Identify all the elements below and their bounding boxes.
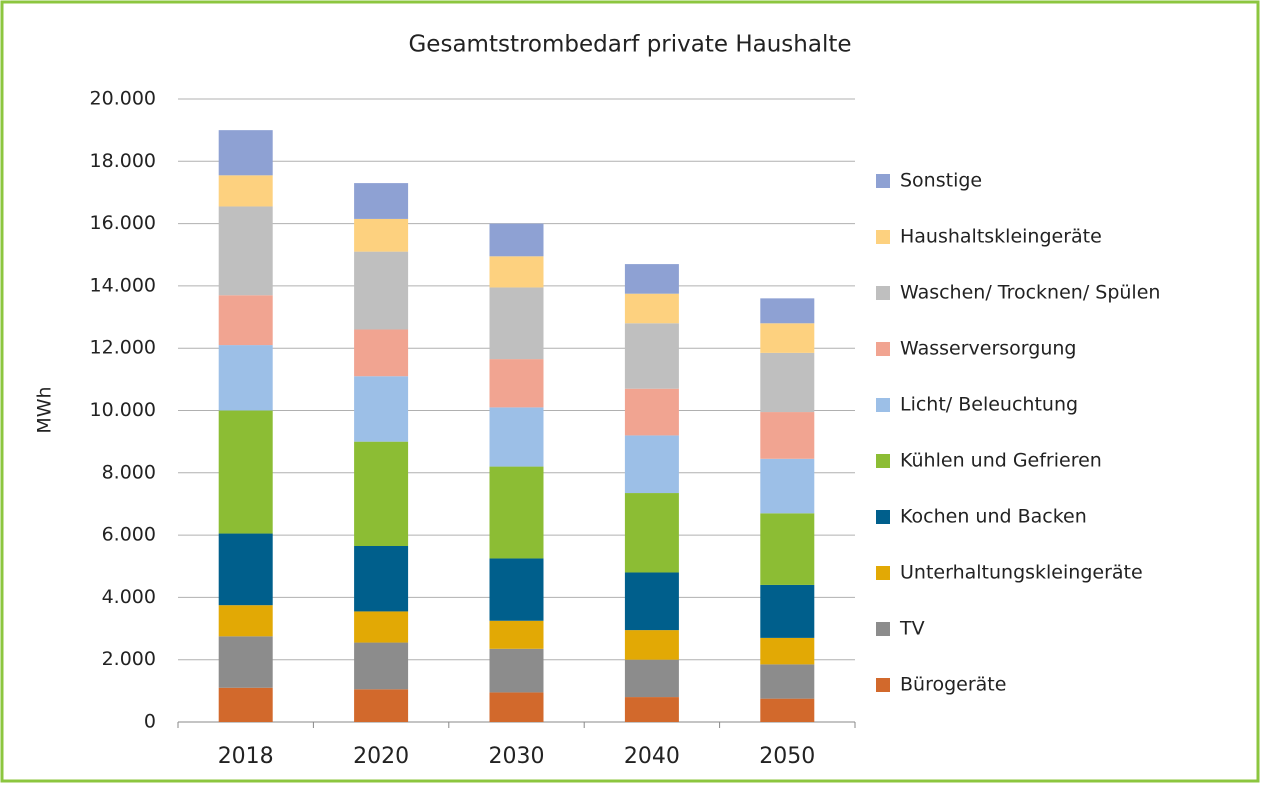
bar-segment	[218, 636, 273, 688]
y-tick-label: 2.000	[102, 648, 156, 670]
legend-swatch	[876, 622, 890, 636]
bar-segment	[489, 620, 544, 649]
y-tick-label: 18.000	[90, 150, 156, 172]
legend-swatch	[876, 678, 890, 692]
bar-segment	[354, 642, 409, 690]
legend-label: Kochen und Backen	[900, 506, 1087, 528]
bar-segment	[489, 359, 544, 408]
y-tick-label: 14.000	[90, 274, 156, 296]
bar-segment	[218, 130, 273, 176]
bar-segment	[760, 298, 815, 324]
bar-segment	[760, 458, 815, 514]
bar-segment	[760, 513, 815, 585]
bar-segment	[489, 648, 544, 693]
bar-segment	[218, 295, 273, 346]
bar-segment	[489, 223, 544, 257]
bar-segment	[624, 630, 679, 660]
legend-swatch	[876, 454, 890, 468]
legend-swatch	[876, 230, 890, 244]
bar-segment	[354, 218, 409, 252]
x-tick-label: 2018	[218, 744, 274, 769]
legend-swatch	[876, 566, 890, 580]
legend-swatch	[876, 286, 890, 300]
bar-segment	[354, 611, 409, 643]
y-tick-label: 6.000	[102, 524, 156, 546]
legend-label: Sonstige	[900, 170, 982, 192]
bar-segment	[354, 546, 409, 612]
y-tick-label: 4.000	[102, 586, 156, 608]
y-tick-label: 12.000	[90, 337, 156, 359]
y-tick-label: 20.000	[90, 88, 156, 110]
bar-segment	[489, 407, 544, 467]
y-tick-label: 10.000	[90, 399, 156, 421]
bar-segment	[760, 352, 815, 413]
bar-segment	[489, 692, 544, 722]
bar-segment	[760, 698, 815, 722]
bar-segment	[624, 572, 679, 631]
bar-segment	[354, 441, 409, 547]
legend-label: Wasserversorgung	[900, 338, 1076, 360]
legend-swatch	[876, 398, 890, 412]
bar-segment	[218, 345, 273, 411]
x-tick-label: 2020	[353, 744, 409, 769]
legend-swatch	[876, 342, 890, 356]
x-tick-label: 2050	[759, 744, 815, 769]
bar-segment	[354, 251, 409, 330]
legend-label: Unterhaltungskleingeräte	[900, 562, 1143, 584]
bar-segment	[760, 637, 815, 665]
legend-label: Haushaltskleingeräte	[900, 226, 1102, 248]
bar-segment	[624, 435, 679, 494]
bar-segment	[218, 206, 273, 296]
legend-label: Licht/ Beleuchtung	[900, 394, 1078, 416]
bar-segment	[624, 293, 679, 324]
legend-swatch	[876, 174, 890, 188]
y-tick-label: 8.000	[102, 461, 156, 483]
bar-segment	[760, 584, 815, 638]
bar-segment	[624, 659, 679, 698]
bar-segment	[354, 183, 409, 219]
y-tick-label: 16.000	[90, 212, 156, 234]
bar-segment	[218, 687, 273, 722]
bar-segment	[354, 376, 409, 442]
bar-segment	[489, 558, 544, 621]
legend-label: Bürogeräte	[900, 674, 1006, 696]
bar-segment	[760, 323, 815, 353]
legend-swatch	[876, 510, 890, 524]
bar-segment	[624, 697, 679, 722]
legend-label: Kühlen und Gefrieren	[900, 450, 1102, 472]
x-tick-label: 2040	[624, 744, 680, 769]
bar-segment	[489, 466, 544, 559]
bar-segment	[624, 323, 679, 389]
y-axis-label: MWh	[34, 386, 56, 433]
bar-segment	[218, 175, 273, 207]
legend-label: TV	[899, 618, 925, 640]
bar-segment	[489, 256, 544, 288]
bar-segment	[760, 412, 815, 459]
bar-segment	[624, 493, 679, 573]
bar-segment	[354, 689, 409, 722]
chart-title: Gesamtstrombedarf private Haushalte	[408, 32, 851, 58]
x-tick-label: 2030	[489, 744, 545, 769]
legend-label: Waschen/ Trocknen/ Spülen	[900, 282, 1160, 304]
bar-segment	[624, 388, 679, 436]
bar-segment	[218, 605, 273, 637]
bar-segment	[624, 264, 679, 294]
bar-segment	[218, 533, 273, 606]
bar-segment	[760, 664, 815, 699]
bar-segment	[218, 410, 273, 534]
y-tick-label: 0	[144, 711, 156, 733]
bar-segment	[354, 329, 409, 377]
bar-segment	[489, 287, 544, 360]
